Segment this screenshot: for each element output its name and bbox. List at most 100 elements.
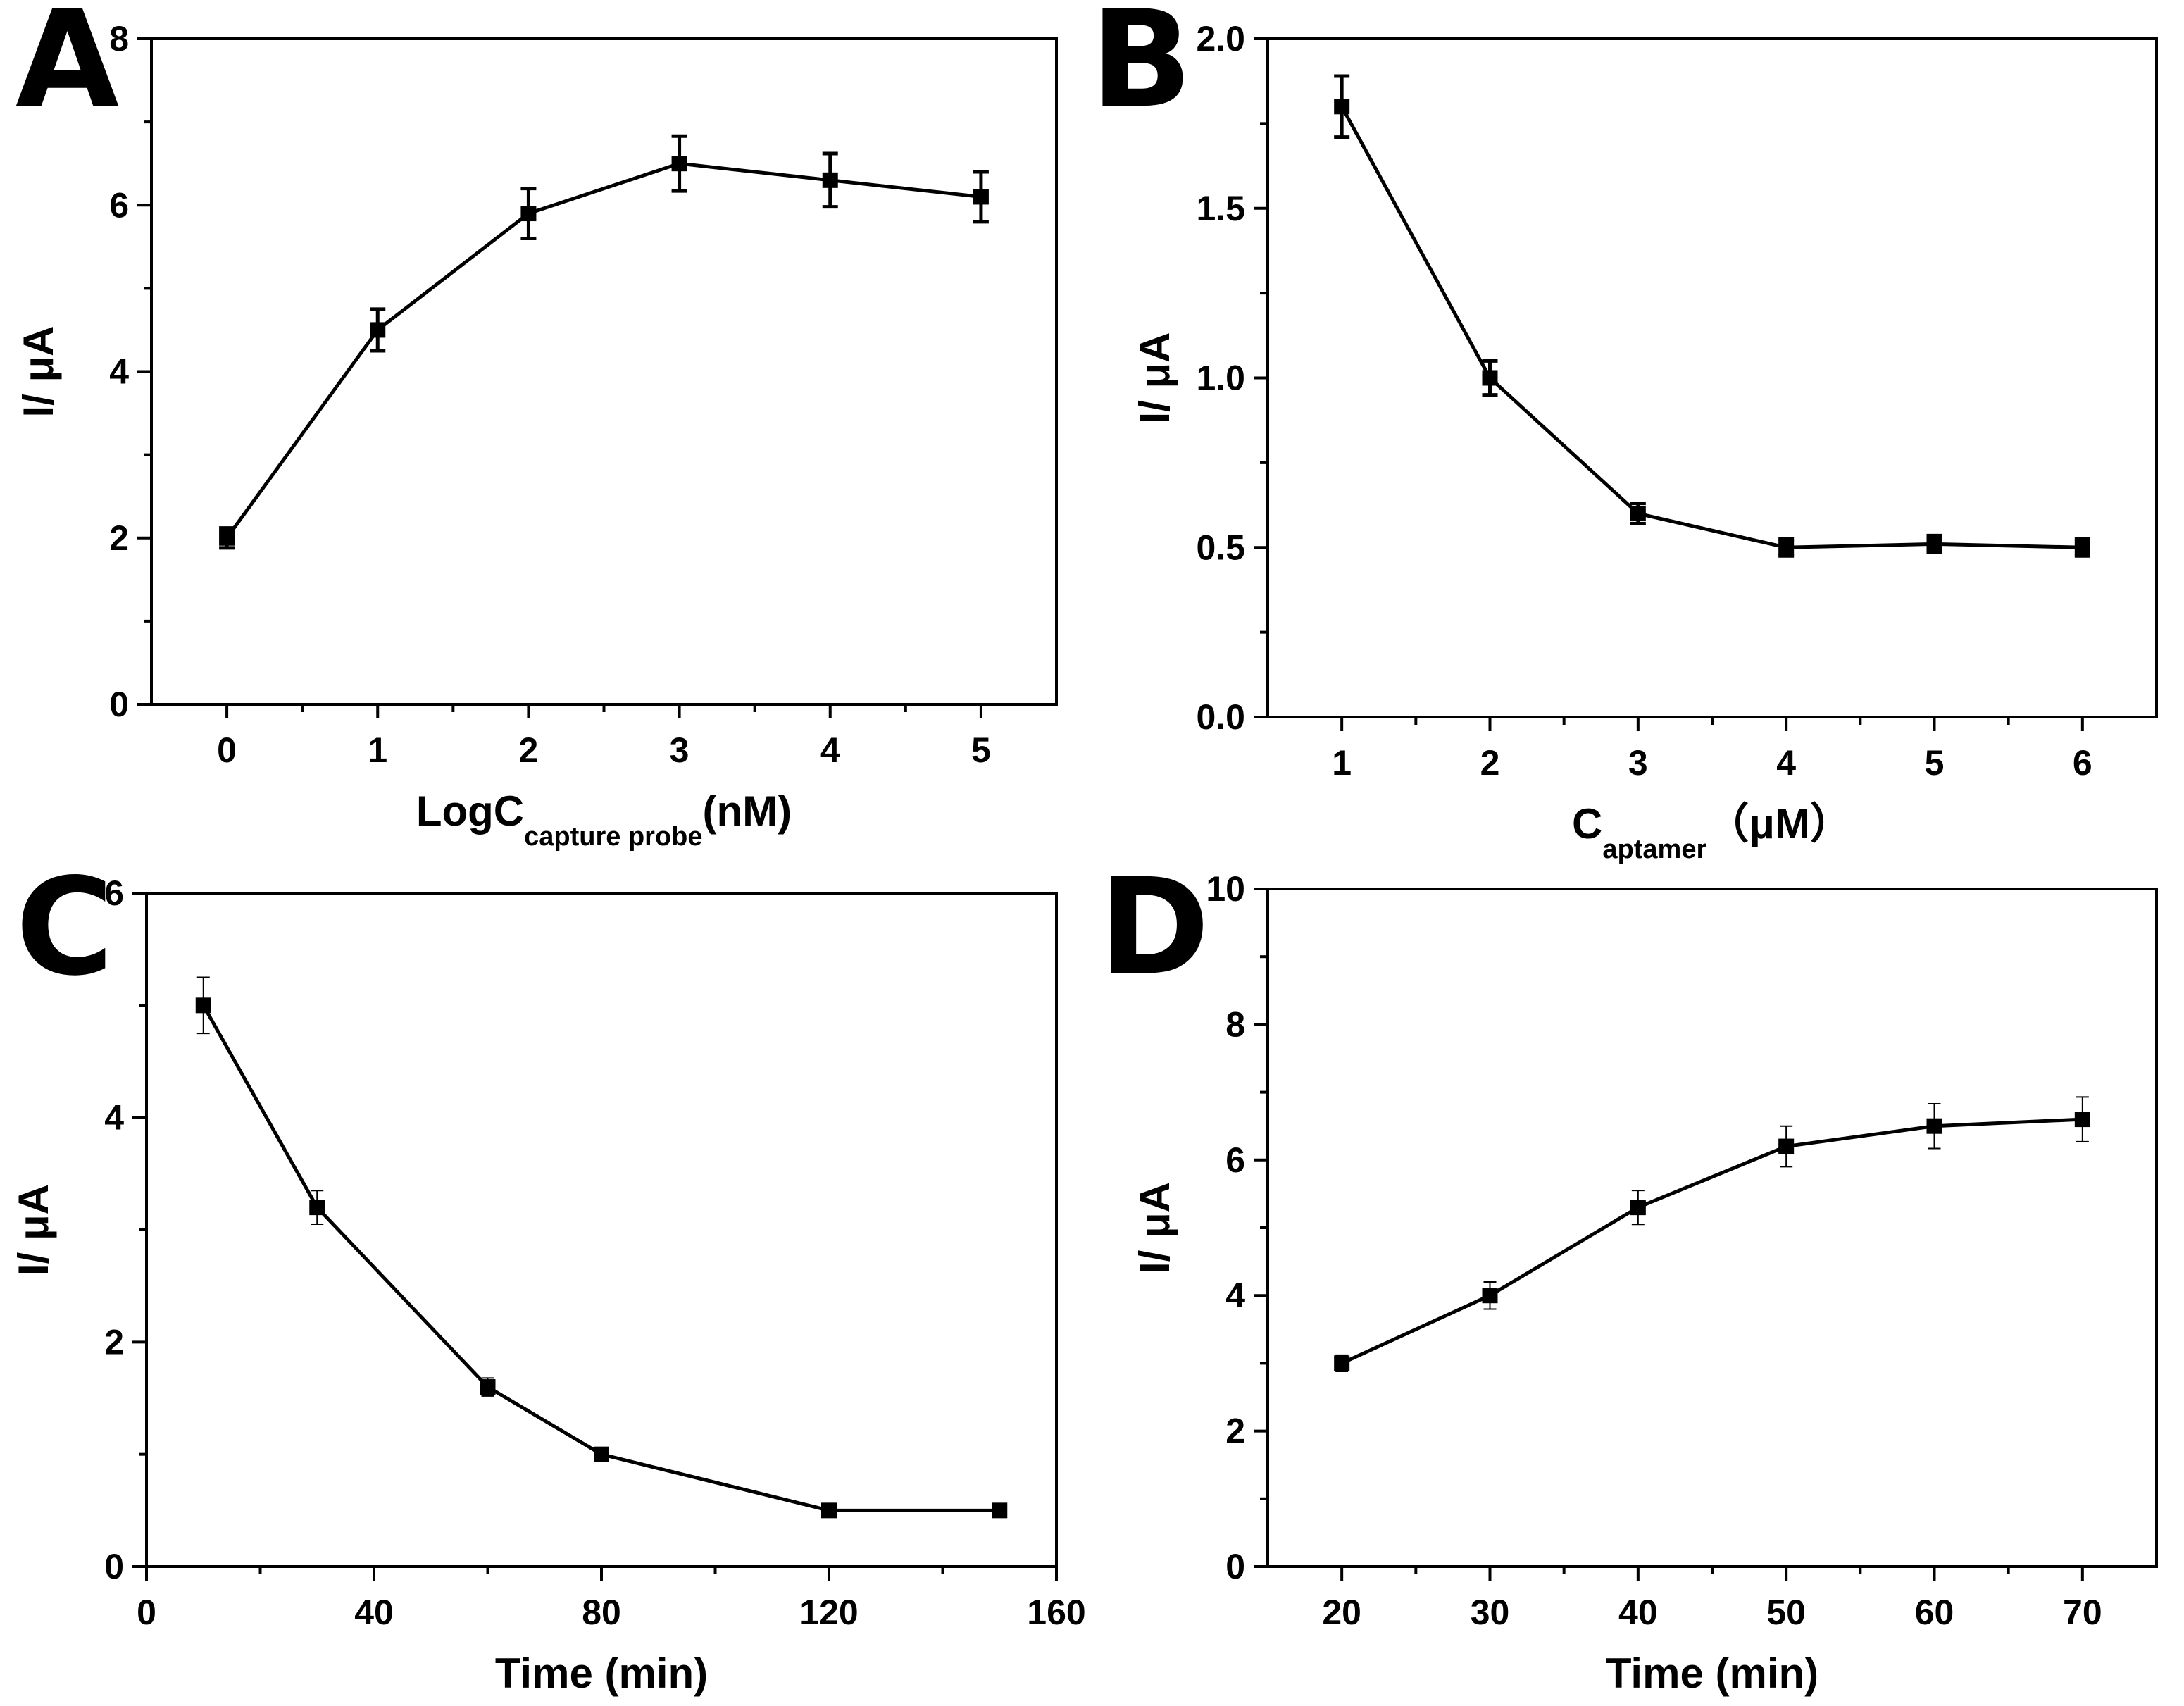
panel-b-y-tick-label: 1.0 xyxy=(1196,359,1245,398)
panel-b-y-tick-label: 0.0 xyxy=(1196,697,1245,737)
panel-c: 0 2 4 6 0 40 80 120 160 I/ μA Time (min) C xyxy=(10,849,1086,1697)
panel-b-y-tick-label: 2.0 xyxy=(1196,19,1245,58)
panel-d-data-point xyxy=(1926,1118,1942,1134)
panel-d-x-axis-label: Time (min) xyxy=(1606,1650,1818,1697)
panel-d-data-point xyxy=(1630,1200,1646,1216)
panel-d: 0 2 4 6 8 10 20 30 40 50 60 70 I/ μA Time (min) D xyxy=(1099,849,2158,1697)
panel-b-data-point xyxy=(1334,99,1350,115)
panel-b: 0.0 0.5 1.0 1.5 2.0 1 2 3 4 5 6 I/ μA Captamer（μM） B xyxy=(1090,0,2158,864)
panel-d-x-axis-label-main: Time (min) xyxy=(1606,1650,1818,1697)
panel-b-y-axis-label: I/ μA xyxy=(1131,332,1178,423)
panel-b-data-point xyxy=(1926,536,1942,552)
panel-b-plot-frame xyxy=(1266,37,2158,718)
panel-d-data-point xyxy=(1778,1138,1795,1154)
panel-a-x-axis-label: LogCcapture probe(nM) xyxy=(416,787,792,852)
panel-a-y-axis-label: I/ μA xyxy=(15,325,62,417)
panel-b-y-tick-label: 1.5 xyxy=(1196,189,1245,228)
panel-b-data-point xyxy=(1482,370,1498,386)
panel-c-data-point xyxy=(195,997,211,1014)
panel-a-series-line xyxy=(225,161,982,540)
panel-b-series-line xyxy=(1340,106,2083,549)
panel-a-y-tick-label: 8 xyxy=(109,19,129,58)
panel-d-x-tick-label: 40 xyxy=(1618,1593,1658,1632)
panel-c-y-axis-label: I/ μA xyxy=(10,1184,57,1276)
panel-c-x-tick-label: 80 xyxy=(582,1593,621,1632)
panel-c-plot-frame xyxy=(145,892,1058,1568)
panel-a-x-tick-label: 4 xyxy=(820,730,840,770)
panel-b-data-point xyxy=(1630,506,1646,522)
panel-a-x-tick-label: 5 xyxy=(971,730,991,770)
panel-d-x-tick-label: 20 xyxy=(1322,1593,1361,1632)
panel-d-data-point xyxy=(1482,1288,1498,1304)
panel-b-y-tick-label: 0.5 xyxy=(1196,528,1245,567)
panel-c-y-tick-label: 6 xyxy=(104,873,124,913)
panel-c-x-tick-label: 40 xyxy=(354,1593,394,1632)
panel-a-x-axis-label-main: LogC xyxy=(416,787,524,835)
panel-b-x-tick-label: 5 xyxy=(1925,743,1945,783)
panel-d-y-tick-label: 10 xyxy=(1206,869,1245,909)
panel-d-x-tick-label: 30 xyxy=(1471,1593,1510,1632)
panel-c-data-point xyxy=(480,1379,496,1395)
panel-d-x-tick-label: 50 xyxy=(1766,1593,1806,1632)
panel-b-data-point xyxy=(1778,540,1795,556)
panel-d-y-tick-label: 6 xyxy=(1225,1140,1245,1180)
panel-d-data-point xyxy=(2074,1112,2090,1128)
panel-d-plot-frame xyxy=(1266,888,2158,1568)
panel-a-data-point xyxy=(219,530,235,546)
panel-c-x-tick-label: 0 xyxy=(137,1593,156,1632)
panel-c-series-line xyxy=(201,1004,1000,1512)
panel-a-plot-frame xyxy=(150,37,1058,706)
panel-d-y-tick-label: 4 xyxy=(1225,1276,1245,1315)
panel-a-x-tick-label: 0 xyxy=(217,730,237,770)
panel-a: 0 2 4 6 8 0 1 2 3 4 5 I/ μA LogCcapture probe(nM) A xyxy=(15,0,1058,852)
panel-a-y-tick-label: 4 xyxy=(109,352,129,392)
panel-a-x-tick-label: 1 xyxy=(368,730,387,770)
panel-b-x-axis-label-main: C xyxy=(1572,800,1602,847)
panel-b-letter: B xyxy=(1090,0,1192,137)
panel-d-letter: D xyxy=(1099,849,1210,1005)
panel-c-data-point xyxy=(992,1502,1008,1519)
panel-a-y-tick-label: 2 xyxy=(109,518,129,558)
panel-a-data-point xyxy=(370,322,386,338)
panel-b-x-axis-label-unit: （μM） xyxy=(1706,800,1852,847)
panel-a-y-tick-label: 0 xyxy=(109,685,129,724)
panel-a-data-point xyxy=(822,172,838,188)
panel-d-y-tick-label: 0 xyxy=(1225,1547,1245,1586)
panel-a-y-tick-label: 6 xyxy=(109,185,129,225)
panel-c-x-tick-label: 160 xyxy=(1027,1593,1085,1632)
panel-a-x-axis-label-sub: capture probe xyxy=(524,822,702,852)
panel-a-letter: A xyxy=(15,0,119,137)
panel-c-data-point xyxy=(821,1502,837,1519)
panel-c-y-tick-label: 0 xyxy=(104,1547,124,1586)
panel-c-y-tick-label: 4 xyxy=(104,1098,124,1138)
panel-a-x-tick-label: 2 xyxy=(519,730,539,770)
panel-b-x-tick-label: 2 xyxy=(1480,743,1500,783)
panel-b-x-tick-label: 3 xyxy=(1628,743,1648,783)
panel-b-x-tick-label: 6 xyxy=(2073,743,2092,783)
panel-b-x-axis-label-sub: aptamer xyxy=(1602,835,1706,864)
panel-a-data-point xyxy=(520,206,537,222)
panel-d-y-tick-label: 2 xyxy=(1225,1412,1245,1451)
panel-d-y-axis-label: I/ μA xyxy=(1131,1182,1178,1274)
panel-c-data-point xyxy=(309,1200,325,1216)
panel-c-y-tick-label: 2 xyxy=(104,1322,124,1362)
panel-d-series-line xyxy=(1341,1117,2083,1365)
panel-b-x-axis-label: Captamer（μM） xyxy=(1572,800,1852,864)
panel-c-letter: C xyxy=(15,849,113,1005)
panel-c-x-tick-label: 120 xyxy=(799,1593,858,1632)
panel-d-data-point xyxy=(1334,1355,1350,1371)
panel-c-data-point xyxy=(594,1446,609,1462)
panel-a-x-axis-label-unit: (nM) xyxy=(703,787,792,835)
panel-b-data-point xyxy=(2074,540,2090,556)
panel-c-x-axis-label: Time (min) xyxy=(495,1650,708,1697)
panel-c-x-axis-label-main: Time (min) xyxy=(495,1650,708,1697)
panel-d-y-tick-label: 8 xyxy=(1225,1004,1245,1044)
panel-d-x-tick-label: 70 xyxy=(2063,1593,2102,1632)
panel-b-x-tick-label: 1 xyxy=(1332,743,1352,783)
panel-b-x-tick-label: 4 xyxy=(1776,743,1796,783)
panel-d-x-tick-label: 60 xyxy=(1915,1593,1954,1632)
panel-a-data-point xyxy=(671,156,687,172)
panel-a-data-point xyxy=(973,189,989,205)
panel-a-x-tick-label: 3 xyxy=(670,730,689,770)
